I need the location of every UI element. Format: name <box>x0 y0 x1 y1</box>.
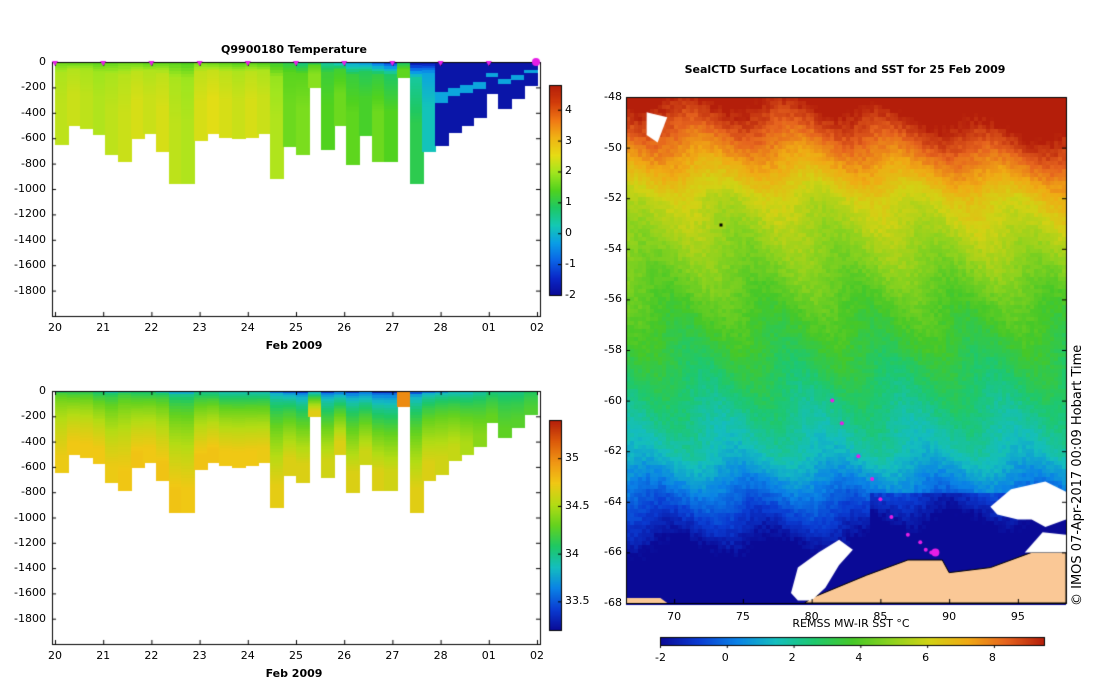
figure-canvas <box>0 0 1099 700</box>
